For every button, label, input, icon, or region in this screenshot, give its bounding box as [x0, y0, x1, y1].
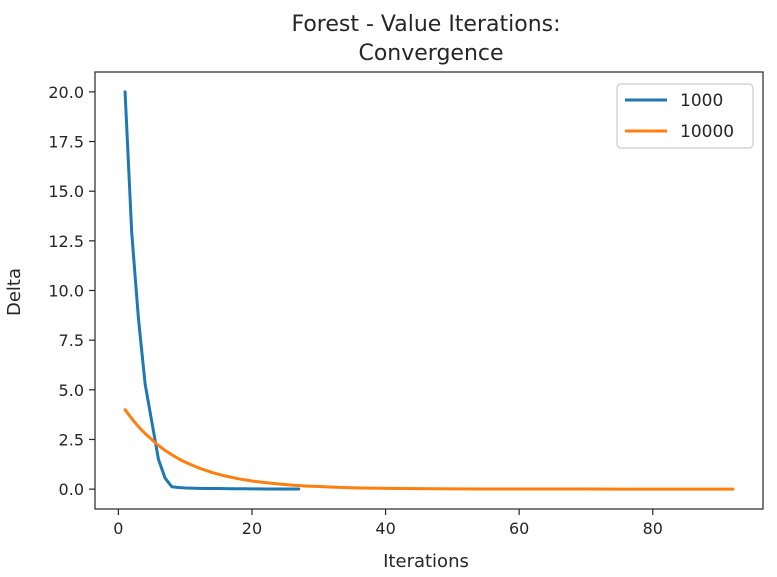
- y-tick-label: 12.5: [48, 232, 84, 251]
- y-tick-label: 15.0: [48, 182, 84, 201]
- x-tick-label: 80: [643, 519, 663, 538]
- legend-label-10000: 10000: [680, 122, 734, 142]
- chart-title-line-1: Forest - Value Iterations:: [291, 12, 560, 37]
- y-tick-label: 2.5: [59, 430, 84, 449]
- x-axis-label: Iterations: [383, 551, 469, 572]
- legend: 1000 10000: [616, 83, 754, 149]
- y-axis-ticks: 0.0 2.5 5.0 7.5 10.0 12.5 15.0 17.5 20.0: [48, 83, 95, 499]
- series-line-1000: [123, 90, 301, 491]
- x-tick-label: 60: [509, 519, 529, 538]
- plot-area: [123, 90, 735, 491]
- y-tick-label: 0.0: [59, 480, 84, 499]
- legend-label-1000: 1000: [680, 91, 723, 111]
- x-axis-ticks: 0 20 40 60 80: [113, 509, 663, 538]
- chart-title-line-2: Convergence: [358, 41, 503, 66]
- y-tick-label: 10.0: [48, 282, 84, 301]
- y-tick-label: 17.5: [48, 133, 84, 152]
- x-tick-label: 20: [242, 519, 262, 538]
- y-tick-label: 7.5: [59, 331, 84, 350]
- y-axis-label: Delta: [4, 268, 25, 316]
- y-tick-label: 5.0: [59, 381, 84, 400]
- x-tick-label: 40: [375, 519, 395, 538]
- y-tick-label: 20.0: [48, 83, 84, 102]
- series-line-10000: [123, 408, 735, 491]
- x-tick-label: 0: [113, 519, 123, 538]
